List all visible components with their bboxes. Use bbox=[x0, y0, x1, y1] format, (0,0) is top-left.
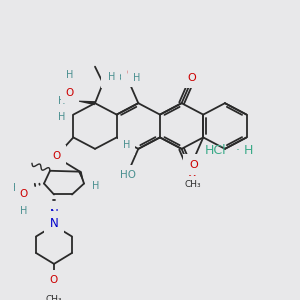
Text: · H: · H bbox=[232, 144, 254, 157]
Text: H: H bbox=[133, 73, 140, 82]
Text: H: H bbox=[13, 183, 20, 193]
Text: O: O bbox=[50, 275, 58, 285]
Text: CH₃: CH₃ bbox=[46, 295, 62, 300]
Text: H: H bbox=[58, 96, 65, 106]
Text: H: H bbox=[58, 112, 65, 122]
Polygon shape bbox=[73, 100, 95, 105]
Text: H: H bbox=[92, 181, 99, 191]
Text: O: O bbox=[187, 169, 196, 179]
Text: N: N bbox=[50, 217, 58, 230]
Text: HO: HO bbox=[120, 170, 136, 180]
Text: H: H bbox=[108, 72, 116, 82]
Polygon shape bbox=[78, 171, 84, 184]
Text: O: O bbox=[20, 189, 28, 199]
Text: O: O bbox=[187, 73, 196, 82]
Text: HCl: HCl bbox=[205, 144, 226, 157]
Text: CH₃: CH₃ bbox=[185, 180, 202, 189]
Text: O: O bbox=[189, 160, 198, 170]
Text: O: O bbox=[52, 151, 61, 161]
Text: HO: HO bbox=[106, 73, 122, 82]
Text: H: H bbox=[20, 206, 28, 216]
Text: O: O bbox=[66, 88, 74, 98]
Text: N: N bbox=[50, 208, 58, 221]
Text: O: O bbox=[126, 68, 134, 78]
Text: H: H bbox=[66, 70, 74, 80]
Text: H: H bbox=[123, 140, 130, 150]
